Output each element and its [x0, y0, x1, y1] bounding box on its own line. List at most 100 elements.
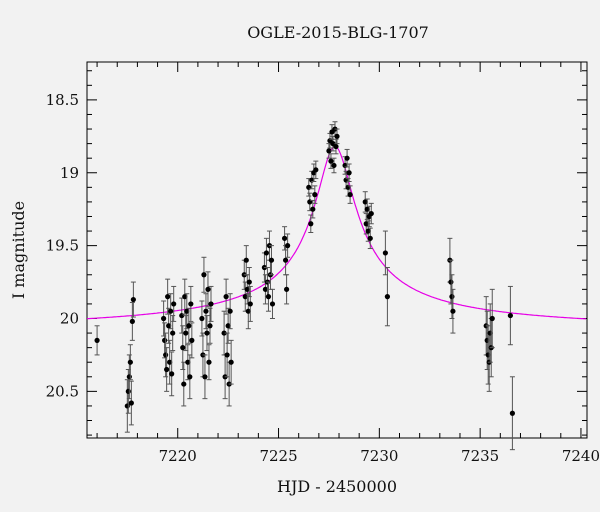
data-point: [169, 351, 175, 397]
point-marker: [162, 337, 168, 343]
point-marker: [268, 257, 275, 263]
point-marker: [163, 352, 169, 358]
point-marker: [202, 374, 208, 380]
data-point: [283, 274, 290, 305]
point-marker: [206, 359, 212, 365]
point-marker: [247, 301, 253, 307]
point-marker: [169, 371, 175, 377]
point-marker: [489, 315, 495, 322]
point-marker: [227, 308, 233, 314]
data-point: [269, 288, 276, 319]
data-point: [367, 227, 373, 250]
data-point: [129, 301, 135, 341]
x-tick-label: 7235: [461, 447, 499, 465]
data-point: [206, 344, 212, 381]
data-point: [188, 285, 194, 322]
data-point: [130, 281, 136, 318]
data-point: [201, 256, 207, 293]
chart-title: OGLE-2015-BLG-1707: [247, 23, 429, 42]
point-marker: [201, 272, 207, 278]
data-point: [94, 325, 100, 356]
data-point: [202, 354, 208, 400]
data-point: [242, 281, 248, 312]
point-marker: [283, 286, 290, 292]
point-marker: [170, 330, 176, 336]
data-points: [94, 121, 516, 451]
y-axis-label: I magnitude: [9, 201, 28, 299]
data-point: [205, 271, 211, 308]
data-point: [164, 347, 170, 392]
axis-ticks: 7220 7225 7230 7235 7240 18.5 19 19.5 20 20.5: [46, 62, 600, 465]
data-point: [347, 185, 353, 204]
point-marker: [187, 374, 193, 380]
point-marker: [166, 323, 172, 329]
data-point: [161, 300, 167, 337]
point-marker: [223, 294, 229, 300]
model-curve-group: [86, 145, 587, 320]
data-point: [265, 281, 272, 312]
point-marker: [326, 148, 332, 154]
point-marker: [188, 301, 194, 307]
data-point: [509, 376, 516, 451]
data-point: [182, 278, 188, 315]
data-point: [285, 233, 291, 258]
data-point: [334, 128, 340, 145]
y-tick-label: 18.5: [46, 91, 79, 109]
point-marker: [184, 308, 190, 314]
data-point: [199, 300, 205, 337]
point-marker: [346, 170, 352, 176]
point-marker: [204, 330, 210, 336]
point-marker: [285, 243, 291, 249]
point-marker: [334, 133, 340, 139]
data-point: [333, 138, 339, 155]
point-marker: [182, 294, 188, 300]
point-marker: [347, 192, 353, 198]
point-marker: [449, 294, 455, 300]
data-point: [247, 285, 253, 322]
point-marker: [363, 221, 369, 227]
x-axis-label: HJD - 2450000: [277, 477, 397, 496]
point-marker: [180, 345, 186, 351]
data-point: [227, 293, 233, 330]
data-point: [384, 266, 391, 327]
data-point: [228, 339, 234, 385]
y-tick-label: 20: [60, 309, 79, 327]
point-marker: [507, 312, 513, 319]
point-marker: [181, 381, 187, 387]
data-point: [346, 163, 352, 183]
x-tick-label: 7230: [360, 447, 398, 465]
model-curve: [86, 145, 587, 320]
point-marker: [245, 308, 251, 314]
point-marker: [262, 286, 269, 292]
point-marker: [328, 158, 334, 164]
data-point: [507, 285, 513, 346]
point-marker: [199, 315, 205, 322]
point-marker: [333, 143, 339, 150]
x-tick-label: 7220: [159, 447, 197, 465]
point-marker: [221, 330, 227, 336]
x-tick-label: 7240: [562, 447, 600, 465]
data-point: [328, 153, 334, 169]
point-marker: [224, 352, 230, 358]
point-marker: [207, 323, 213, 329]
data-point: [181, 361, 187, 407]
point-marker: [128, 400, 134, 406]
point-marker: [384, 294, 391, 300]
point-marker: [130, 296, 136, 303]
point-marker: [368, 210, 374, 217]
point-marker: [509, 410, 516, 416]
data-point: [312, 185, 318, 204]
data-point: [203, 293, 209, 330]
point-marker: [168, 308, 174, 314]
point-marker: [382, 250, 388, 256]
point-marker: [263, 250, 270, 256]
data-point: [489, 288, 495, 349]
point-marker: [205, 286, 211, 292]
y-tick-label: 20.5: [46, 382, 79, 400]
point-marker: [183, 330, 189, 336]
point-marker: [312, 192, 318, 198]
data-point: [313, 160, 319, 180]
point-marker: [310, 206, 316, 212]
point-marker: [171, 301, 177, 307]
point-marker: [364, 206, 370, 212]
